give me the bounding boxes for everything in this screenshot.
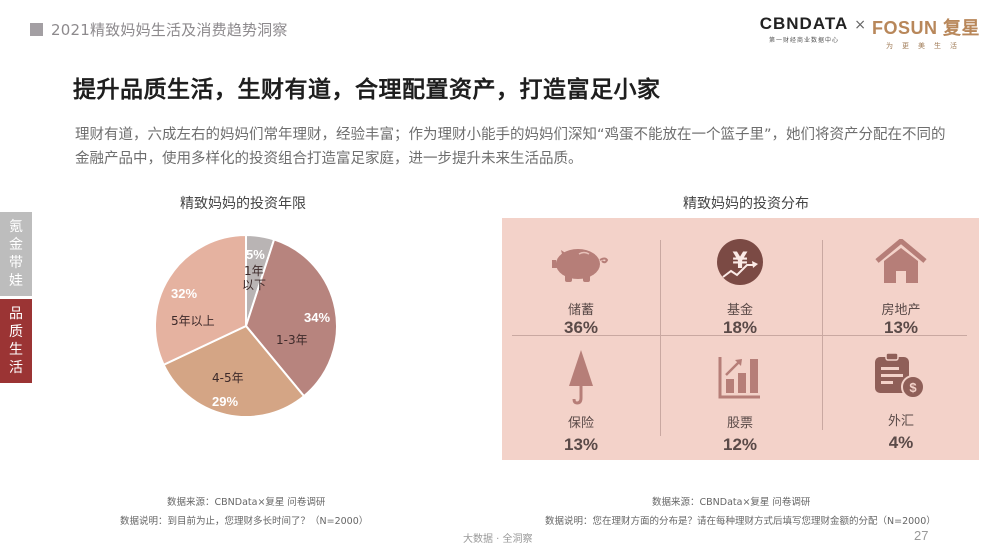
piggy-bank-icon — [551, 236, 611, 287]
intro-paragraph: 理财有道，六成左右的妈妈们常年理财，经验丰富；作为理财小能手的妈妈们深知“鸡蛋不… — [75, 127, 946, 167]
svg-text:$: $ — [909, 380, 917, 395]
logos: CBNDATA 第一财经商业数据中心 × FOSUN 复星 为更美生活 — [760, 14, 980, 51]
grid-label-insurance: 保险 — [567, 416, 594, 431]
pie-label-4to5: 4-5年 — [212, 371, 244, 385]
pie-label-under1-line2: 以下 — [242, 278, 267, 292]
grid-divider-v1 — [660, 240, 661, 436]
grid-cell-savings: 储蓄 36% — [502, 218, 660, 338]
side-tab-char: 带 — [9, 255, 23, 271]
umbrella-icon — [566, 348, 596, 406]
pie-pct-4to5: 29% — [212, 394, 239, 409]
cbndata-logo-sub: 第一财经商业数据中心 — [768, 37, 839, 44]
pie-chart-title: 精致妈妈的投资年限 — [180, 196, 306, 212]
pie-svg — [154, 233, 338, 418]
pie-pct-over5: 32% — [171, 286, 198, 301]
side-tabs: 氪金带娃 品质生活 — [0, 212, 32, 383]
page-title: 提升品质生活，生财有道，合理配置资产，打造富足小家 — [73, 77, 661, 103]
grid-pct-forex: 4% — [888, 433, 914, 452]
grid-cell-insurance: 保险 13% — [502, 338, 660, 458]
pie-label-over5: 5年以上 — [171, 314, 215, 328]
logo-separator: × — [854, 17, 866, 33]
fosun-logo: FOSUN 复星 为更美生活 — [872, 14, 980, 51]
header-square-icon — [30, 23, 43, 36]
report-header: 2021精致妈妈生活及消费趋势洞察 — [30, 19, 288, 40]
grid-question-note: 数据说明：您在理财方面的分布是？请在每种理财方式后填写您理财金额的分配（N=20… — [545, 516, 936, 527]
fosun-logo-sub: 为更美生活 — [885, 42, 966, 50]
side-tab-pinzhi[interactable]: 品质生活 — [0, 299, 32, 383]
side-tab-kejin[interactable]: 氪金带娃 — [0, 212, 32, 296]
grid-chart-title: 精致妈妈的投资分布 — [683, 196, 809, 212]
footer-brand: 大数据 · 全洞察 — [463, 534, 533, 545]
grid-label-realestate: 房地产 — [881, 303, 921, 318]
pie-label-under1: 1年 以下 — [242, 264, 266, 292]
grid-label-savings: 储蓄 — [567, 303, 594, 318]
grid-cell-forex: $ 外汇 4% — [822, 338, 980, 458]
pie-label-under1-line1: 1年 — [244, 264, 264, 278]
clipboard-dollar-icon: $ — [871, 346, 931, 406]
cbndata-logo-text: CBNDATA — [759, 14, 849, 33]
side-tab-char: 娃 — [9, 273, 23, 289]
grid-source-note: 数据来源：CBNData×复星 问卷调研 — [652, 497, 811, 508]
grid-pct-stocks: 12% — [722, 435, 758, 454]
grid-label-funds: 基金 — [726, 303, 753, 318]
side-tab-char: 质 — [9, 324, 23, 340]
grid-pct-realestate: 13% — [883, 318, 919, 337]
pie-question-note: 数据说明：到目前为止，您理财多长时间了？（N=2000） — [120, 516, 369, 527]
pie-pct-1to3: 34% — [304, 310, 331, 325]
pie-label-1to3: 1-3年 — [276, 333, 308, 347]
page-number: 27 — [914, 528, 929, 543]
investment-grid: 储蓄 36% ¥ 基金 18% 房地产 13% — [502, 218, 979, 460]
cbndata-logo: CBNDATA 第一财经商业数据中心 — [760, 14, 849, 44]
side-tab-char: 氪 — [9, 219, 23, 235]
fosun-logo-text: FOSUN 复星 — [871, 18, 980, 38]
grid-pct-savings: 36% — [563, 318, 599, 337]
pie-chart: 5% 1年 以下 34% 1-3年 4-5年 29% 32% 5年以上 — [146, 226, 346, 426]
side-tab-char: 品 — [9, 306, 23, 322]
bar-chart-icon — [718, 348, 762, 406]
pie-slice-over5 — [154, 233, 247, 367]
grid-cell-realestate: 房地产 13% — [822, 218, 980, 338]
grid-label-stocks: 股票 — [726, 416, 753, 431]
grid-pct-funds: 18% — [722, 318, 758, 337]
grid-cell-stocks: 股票 12% — [661, 338, 819, 458]
grid-divider-h — [512, 335, 967, 336]
report-title: 2021精致妈妈生活及消费趋势洞察 — [51, 21, 288, 39]
grid-pct-insurance: 13% — [563, 435, 599, 454]
yuan-growth-icon: ¥ — [715, 236, 765, 287]
grid-label-forex: 外汇 — [887, 414, 914, 429]
side-tab-char: 金 — [9, 237, 23, 253]
side-tab-char: 生 — [9, 342, 23, 358]
house-icon — [875, 236, 927, 287]
side-tab-char: 活 — [9, 360, 23, 376]
pie-pct-under1: 5% — [246, 247, 265, 262]
grid-cell-funds: ¥ 基金 18% — [661, 218, 819, 338]
pie-slice-1to3 — [244, 238, 338, 398]
pie-source-note: 数据来源：CBNData×复星 问卷调研 — [167, 497, 326, 508]
